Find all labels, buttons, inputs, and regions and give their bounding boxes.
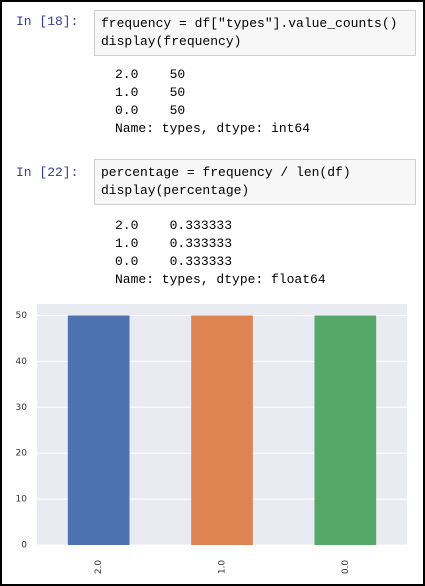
x-tick-label: 2.0 xyxy=(94,560,104,575)
output: 2.0 50 1.0 50 0.0 50 Name: types, dtype:… xyxy=(115,66,310,138)
prompt: In [22]: xyxy=(16,165,79,180)
output-line: 2.0 50 xyxy=(115,67,186,82)
code-cell[interactable]: frequency = df["types"].value_counts() d… xyxy=(94,10,416,56)
bar xyxy=(314,315,377,545)
x-tick-label: 0.0 xyxy=(341,560,351,575)
code-cell[interactable]: percentage = frequency / len(df) display… xyxy=(94,159,416,205)
output-line: 0.0 0.333333 xyxy=(115,254,233,269)
code-line: display(percentage) xyxy=(101,183,250,198)
output-line: Name: types, dtype: int64 xyxy=(115,121,311,136)
y-tick-label: 30 xyxy=(16,403,28,413)
prompt: In [18]: xyxy=(16,14,79,29)
bar xyxy=(191,315,253,545)
output-line: 1.0 0.333333 xyxy=(115,236,233,251)
code-line: frequency = df["types"].value_counts() xyxy=(101,16,398,31)
y-tick-label: 50 xyxy=(16,311,28,321)
y-tick-label: 10 xyxy=(16,495,28,505)
output-line: 2.0 0.333333 xyxy=(115,218,233,233)
output-line: 0.0 50 xyxy=(115,103,186,118)
code-line: display(frequency) xyxy=(101,34,242,49)
output: 2.0 0.333333 1.0 0.333333 0.0 0.333333 N… xyxy=(115,217,326,289)
x-tick-label: 1.0 xyxy=(218,560,228,575)
code-line: percentage = frequency / len(df) xyxy=(101,165,351,180)
y-tick-label: 0 xyxy=(21,541,27,551)
output-line: 1.0 50 xyxy=(115,85,186,100)
bar xyxy=(67,315,130,545)
chart: 0 10 20 30 40 50 2.0 1.0 0.0 xyxy=(16,304,407,575)
y-tick-label: 40 xyxy=(16,357,28,367)
y-tick-label: 20 xyxy=(16,449,28,459)
output-line: Name: types, dtype: float64 xyxy=(115,272,326,287)
